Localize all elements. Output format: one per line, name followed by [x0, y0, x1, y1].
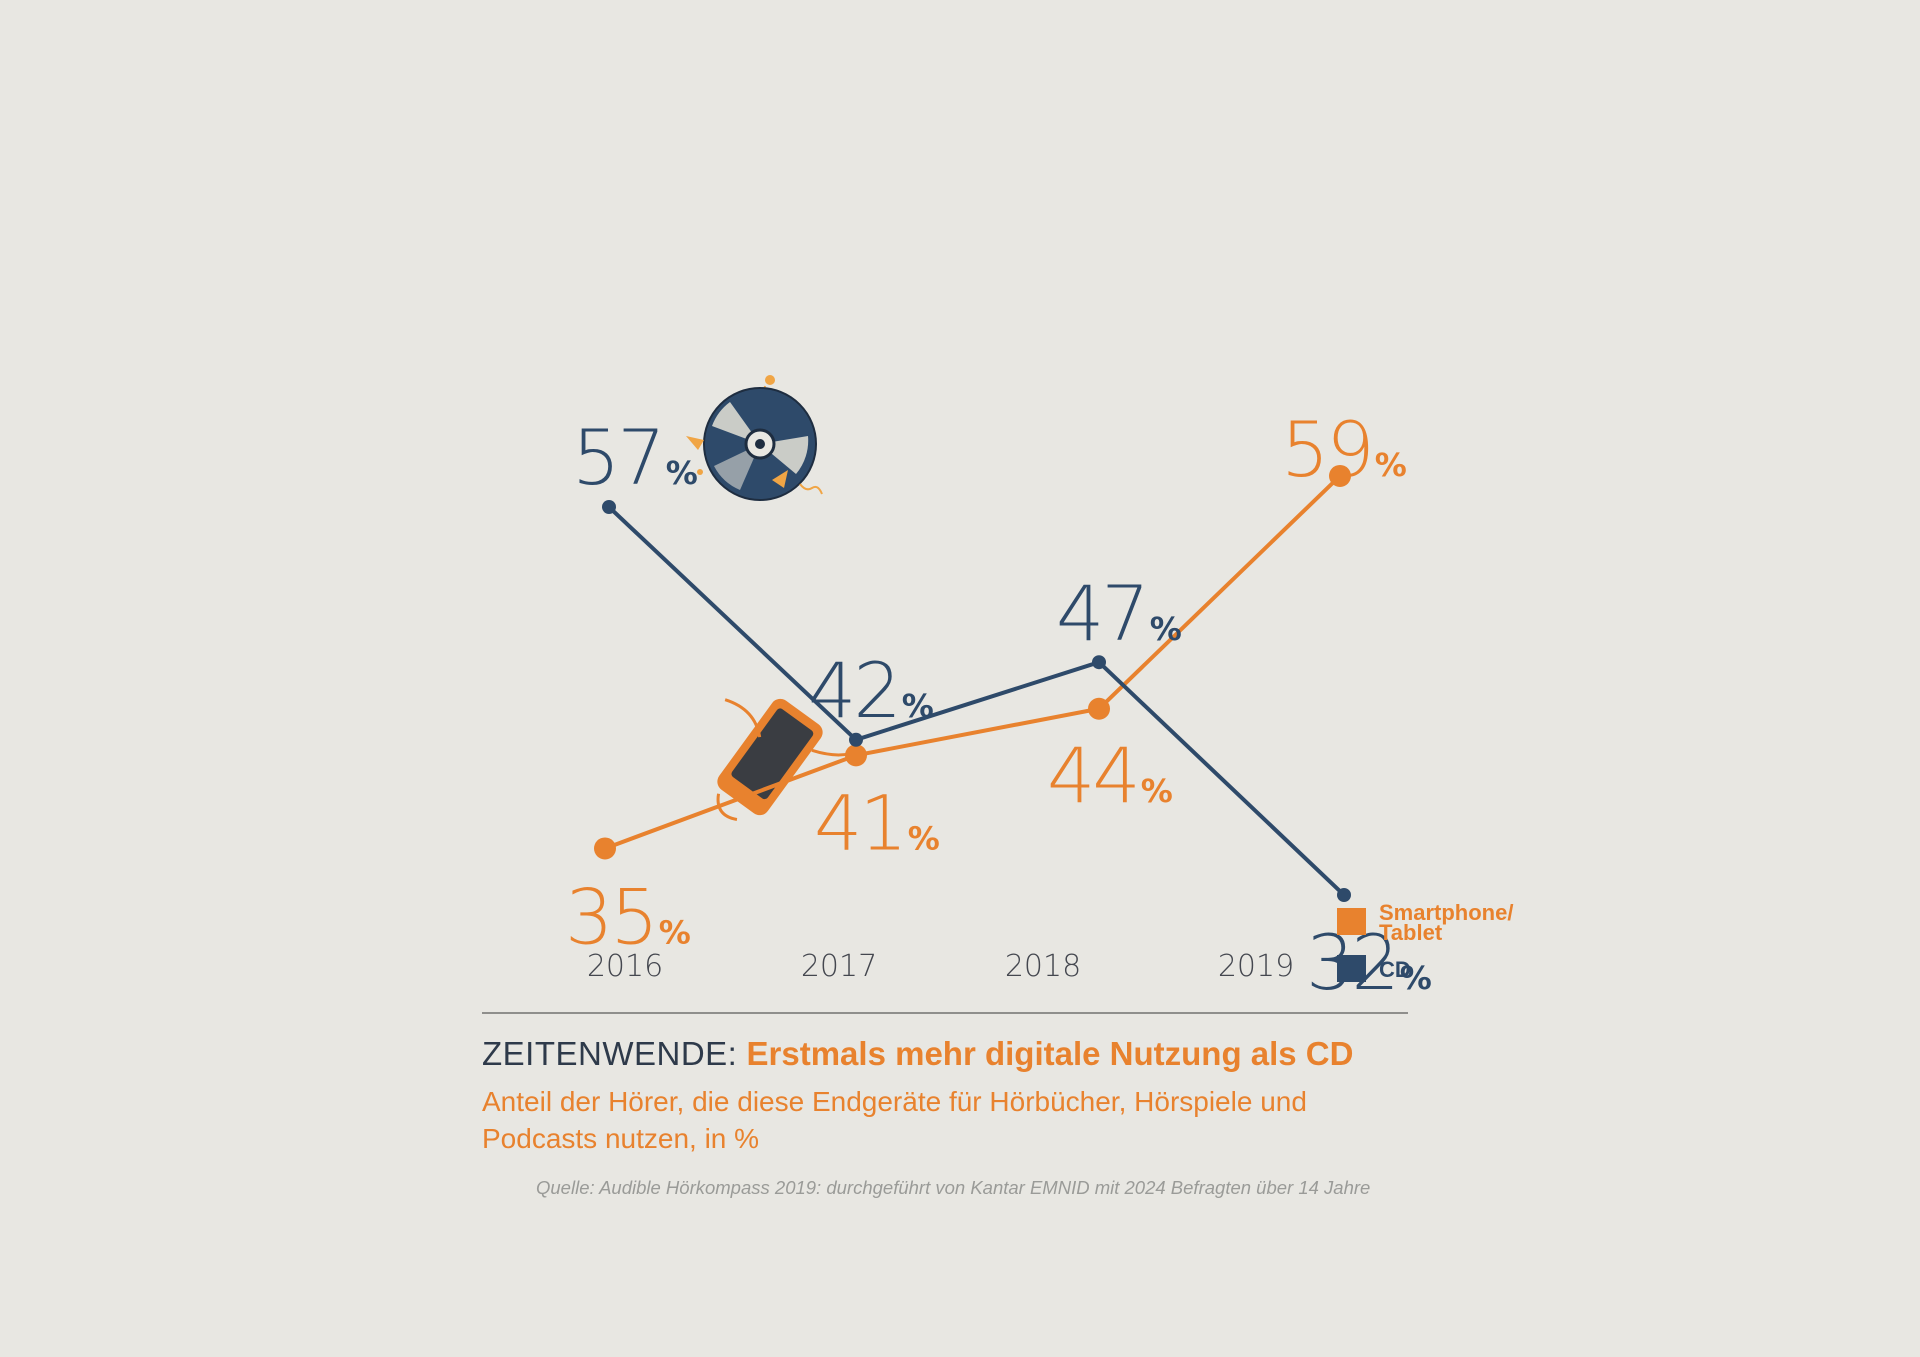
cd-icon [686, 375, 823, 501]
headline-bold: Erstmals mehr digitale Nutzung als CD [746, 1035, 1354, 1072]
x-tick-label: 2018 [1005, 949, 1081, 984]
x-tick-label: 2016 [587, 949, 663, 984]
data-point [1092, 655, 1106, 670]
series-line-0 [604, 474, 1342, 851]
subtitle: Anteil der Hörer, die diese Endgeräte fü… [482, 1086, 1307, 1154]
headline: ZEITENWENDE: Erstmals mehr digitale Nutz… [482, 1035, 1462, 1073]
data-point [1088, 697, 1110, 720]
chart-markers [594, 464, 1351, 902]
legend: Smartphone/Tablet CD [1337, 900, 1513, 982]
data-label: 35% [565, 872, 691, 961]
data-point [1329, 464, 1351, 487]
smartphone-icon [716, 698, 863, 821]
source-note: Quelle: Audible Hörkompass 2019: durchge… [536, 1177, 1371, 1198]
caption: ZEITENWENDE: Erstmals mehr digitale Nutz… [482, 1035, 1462, 1157]
x-tick-label: 2019 [1218, 949, 1294, 984]
data-point [602, 500, 616, 514]
data-point [845, 744, 867, 767]
data-label: 41% [814, 778, 940, 867]
data-label: 59% [1281, 405, 1407, 494]
legend-label: CD [1379, 957, 1411, 982]
legend-label: Tablet [1379, 920, 1443, 945]
data-label: 42% [808, 646, 934, 735]
legend-swatch [1337, 908, 1366, 935]
x-axis-ticks: 2016 2017 2018 2019 [587, 949, 1294, 984]
headline-light: ZEITENWENDE: [482, 1035, 738, 1072]
data-point [849, 732, 863, 747]
chart-labels: 35%41%44%59%57%42%47%32% [565, 405, 1432, 1007]
series-line-1 [607, 505, 1346, 897]
data-label: 57% [572, 413, 698, 502]
data-point [1337, 888, 1351, 902]
data-label: 47% [1056, 569, 1182, 658]
legend-swatch [1337, 955, 1366, 982]
x-tick-label: 2017 [801, 949, 877, 984]
legend-label: Smartphone/ [1379, 900, 1513, 925]
data-point [594, 837, 616, 860]
data-label: 44% [1047, 731, 1173, 820]
chart-lines [604, 474, 1346, 897]
